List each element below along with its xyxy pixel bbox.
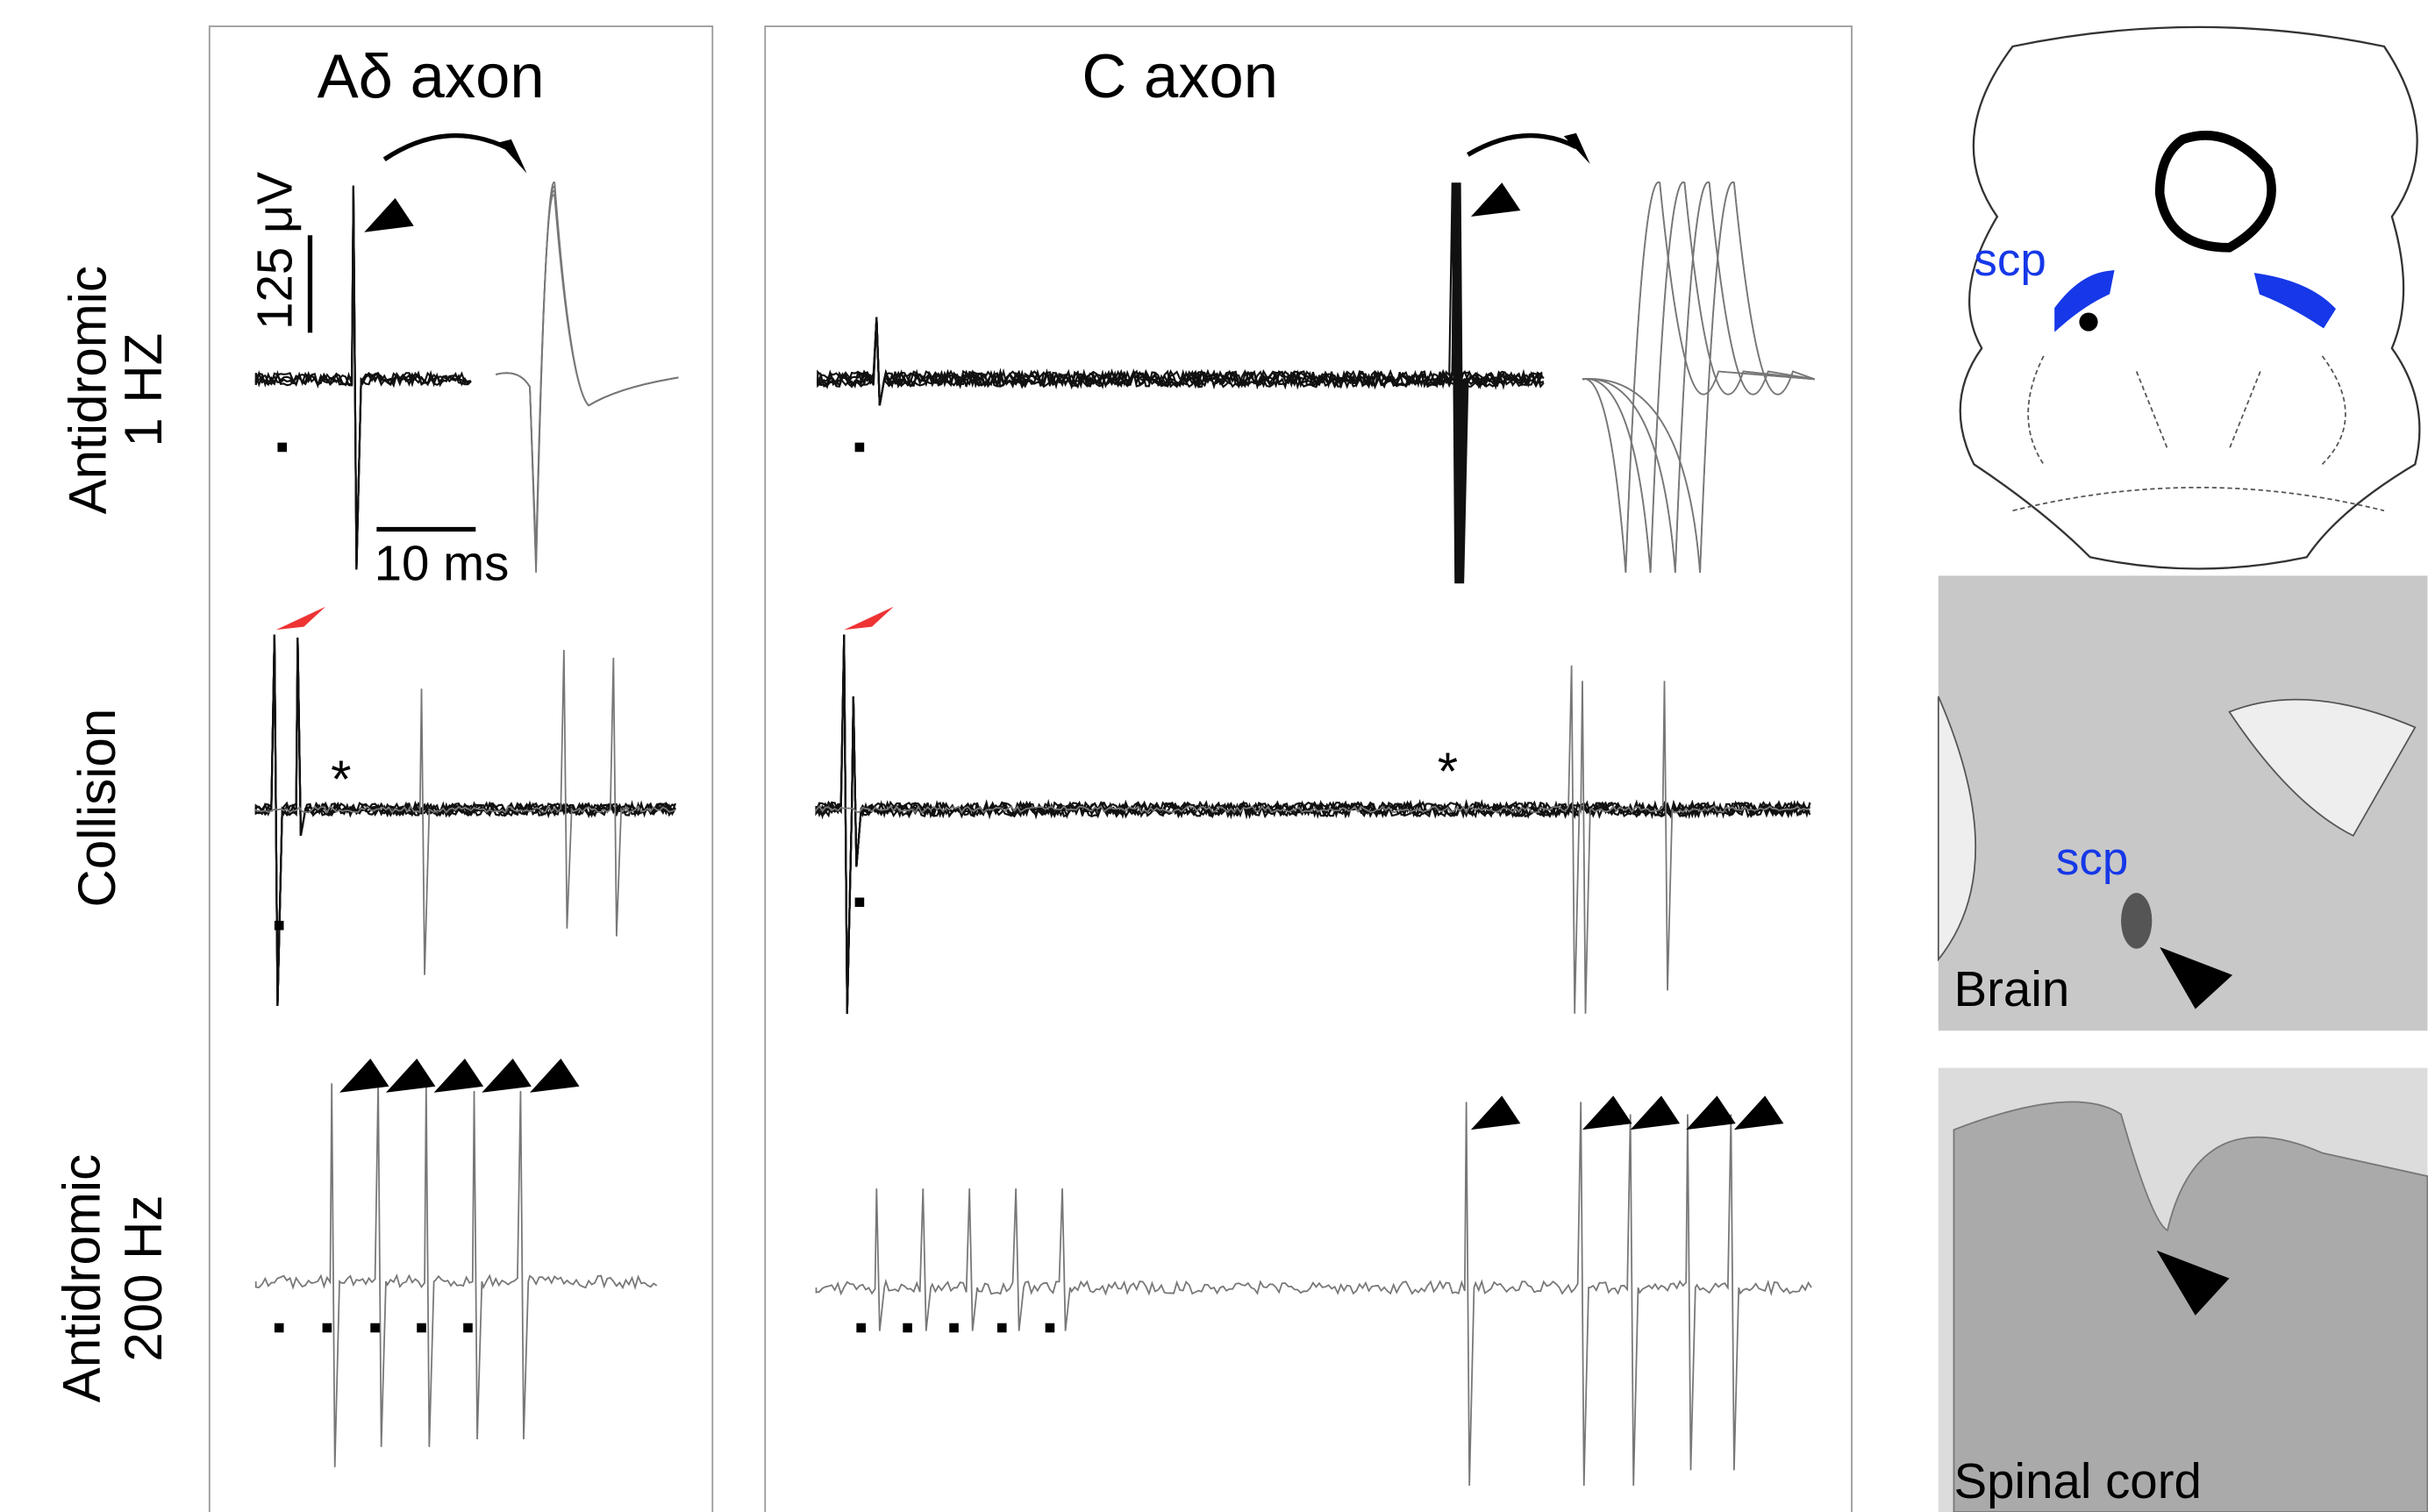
panel-title: C axon <box>1082 41 1278 111</box>
zoom-waveform <box>1582 182 1815 573</box>
trace <box>817 634 1810 1013</box>
trace <box>817 634 1810 1013</box>
stimulus-dot <box>277 443 287 453</box>
stimulus-dot <box>949 1323 959 1333</box>
arrow <box>1468 136 1576 155</box>
row-label: Antidromic <box>52 1154 111 1402</box>
scale-label: 10 ms <box>375 536 510 591</box>
stimulus-dot <box>275 1323 284 1333</box>
red-arrowhead <box>844 607 893 630</box>
trace <box>817 1102 1812 1486</box>
figure: Aδ axon C axon Antidromic 1 HZ Collision… <box>0 0 2428 1512</box>
arrow-head <box>499 139 527 174</box>
atlas <box>1960 27 2420 569</box>
arrowhead <box>386 1059 435 1093</box>
image-label: Brain <box>1953 961 2069 1016</box>
zoom-waveform <box>1582 182 1815 573</box>
row-label: 200 Hz <box>114 1195 173 1362</box>
atlas-label: scp <box>1974 234 2046 286</box>
zoom-waveform <box>1582 182 1815 573</box>
zoom-waveform <box>1582 182 1815 573</box>
stimulus-dot <box>856 1323 866 1333</box>
stimulus-dot <box>417 1323 426 1333</box>
stimulus-dot <box>1046 1323 1055 1333</box>
zoom-waveform <box>496 195 678 554</box>
arrowhead <box>482 1059 531 1093</box>
arrowhead <box>434 1059 483 1093</box>
arrow-head <box>1564 133 1590 164</box>
arrowhead <box>1734 1095 1783 1130</box>
trace <box>817 666 1810 1014</box>
asterisk: * <box>1438 742 1458 801</box>
red-arrowhead <box>276 607 325 630</box>
arrowhead <box>364 198 413 232</box>
panel-title: Aδ axon <box>318 41 545 111</box>
trace <box>817 634 1810 1013</box>
row-label: 1 HZ <box>114 333 173 447</box>
stimulus-dot <box>463 1323 473 1333</box>
stimulus-dot <box>323 1323 332 1333</box>
row-label: Antidromic <box>59 266 118 514</box>
image-label: Spinal cord <box>1953 1453 2201 1508</box>
zoom-waveform <box>496 182 678 573</box>
zoom-waveform <box>1582 182 1815 573</box>
stimulus-dot <box>997 1323 1007 1333</box>
trace <box>817 634 1810 1013</box>
arrowhead <box>530 1059 579 1093</box>
arrow <box>384 136 514 160</box>
stimulus-dot <box>903 1323 912 1333</box>
arrowhead <box>1686 1095 1735 1130</box>
image-label: scp <box>2056 833 2128 885</box>
stimulus-dot <box>370 1323 380 1333</box>
stimulus-dot <box>275 921 284 931</box>
zoom-waveform <box>1582 182 1815 573</box>
scale-label: 125 μV <box>246 171 302 329</box>
row-label: Collision <box>68 709 126 908</box>
arrowhead <box>1471 1095 1520 1130</box>
trace <box>256 1083 657 1467</box>
arrowhead <box>1471 182 1520 217</box>
asterisk: * <box>331 750 351 809</box>
page: Aδ axon C axon Antidromic 1 HZ Collision… <box>0 0 2428 1512</box>
arrowhead <box>339 1059 389 1093</box>
stimulus-dot <box>855 897 865 907</box>
arrowhead <box>1631 1095 1680 1130</box>
lesion <box>2121 893 2152 949</box>
zoom-waveform <box>496 187 678 567</box>
zoom-waveform <box>1582 182 1815 573</box>
trace <box>817 634 1810 1013</box>
arrowhead <box>1582 1095 1632 1130</box>
zoom-waveform <box>1582 182 1815 573</box>
stimulus-dot <box>855 443 865 453</box>
zoom-waveform <box>496 191 678 560</box>
